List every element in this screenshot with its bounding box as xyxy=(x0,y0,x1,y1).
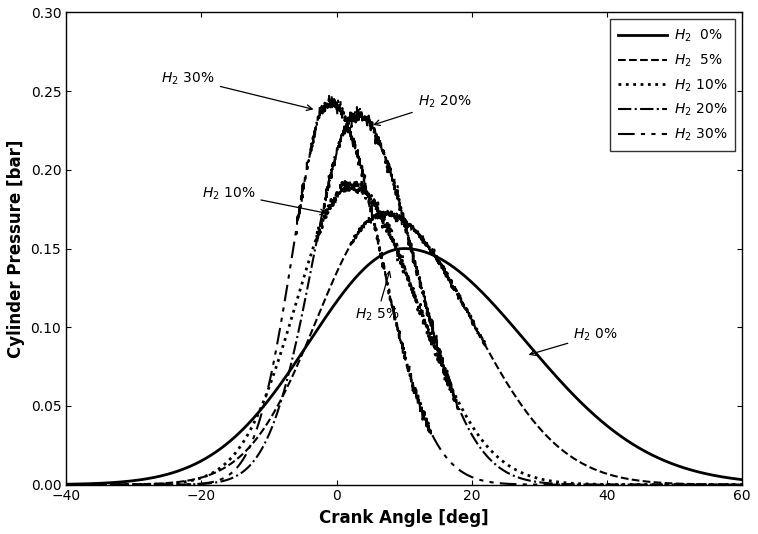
Text: $H_2$ 30%: $H_2$ 30% xyxy=(161,70,312,111)
Line: $H_2$ 10%: $H_2$ 10% xyxy=(66,180,742,485)
$H_2$  5% xyxy=(61,482,70,488)
Line: $H_2$ 30%: $H_2$ 30% xyxy=(66,93,742,485)
Legend: $H_2$  0%, $H_2$  5%, $H_2$ 10%, $H_2$ 20%, $H_2$ 30%: $H_2$ 0%, $H_2$ 5%, $H_2$ 10%, $H_2$ 20%… xyxy=(609,19,735,151)
$H_2$  5% xyxy=(350,234,359,241)
$H_2$ 20% xyxy=(738,482,747,488)
$H_2$ 20% xyxy=(321,195,330,202)
$H_2$  0% xyxy=(350,276,359,282)
$H_2$ 30% xyxy=(321,98,330,105)
$H_2$ 30% xyxy=(139,482,148,488)
$H_2$ 20% xyxy=(350,115,359,122)
Text: $H_2$ 10%: $H_2$ 10% xyxy=(202,185,326,215)
$H_2$ 30% xyxy=(324,90,334,97)
$H_2$ 20% xyxy=(352,104,362,110)
$H_2$ 30% xyxy=(652,482,661,488)
$H_2$  5% xyxy=(321,295,330,302)
$H_2$ 10% xyxy=(139,481,148,488)
$H_2$ 30% xyxy=(61,482,70,488)
$H_2$  0% xyxy=(399,245,409,252)
Line: $H_2$ 20%: $H_2$ 20% xyxy=(66,107,742,485)
$H_2$  5% xyxy=(652,479,661,485)
$H_2$ 10% xyxy=(725,482,734,488)
$H_2$  5% xyxy=(725,481,734,488)
$H_2$  5% xyxy=(179,478,188,484)
$H_2$  0% xyxy=(61,481,70,488)
$H_2$ 20% xyxy=(725,482,734,488)
$H_2$ 10% xyxy=(321,215,330,221)
$H_2$ 10% xyxy=(652,482,661,488)
$H_2$ 30% xyxy=(179,481,188,488)
$H_2$  5% xyxy=(376,207,385,213)
$H_2$ 10% xyxy=(738,482,747,488)
$H_2$  0% xyxy=(321,315,330,321)
Text: $H_2$ 0%: $H_2$ 0% xyxy=(530,327,618,356)
$H_2$  0% xyxy=(652,454,661,460)
$H_2$ 30% xyxy=(725,482,734,488)
$H_2$ 10% xyxy=(179,479,188,485)
$H_2$ 20% xyxy=(139,482,148,488)
$H_2$ 20% xyxy=(179,481,188,488)
$H_2$ 30% xyxy=(350,138,359,145)
$H_2$ 30% xyxy=(738,482,747,488)
Text: $H_2$ 20%: $H_2$ 20% xyxy=(374,94,471,125)
$H_2$ 20% xyxy=(652,482,661,488)
X-axis label: Crank Angle [deg]: Crank Angle [deg] xyxy=(319,509,489,527)
Text: $H_2$ 5%: $H_2$ 5% xyxy=(355,271,399,323)
Line: $H_2$  5%: $H_2$ 5% xyxy=(66,210,742,485)
$H_2$  0% xyxy=(179,466,188,472)
$H_2$  5% xyxy=(139,481,148,488)
$H_2$ 20% xyxy=(61,482,70,488)
Y-axis label: Cylinder Pressure [bar]: Cylinder Pressure [bar] xyxy=(7,139,25,358)
$H_2$  0% xyxy=(725,475,734,481)
$H_2$  0% xyxy=(139,476,148,483)
$H_2$ 10% xyxy=(61,482,70,488)
$H_2$ 10% xyxy=(357,177,366,183)
$H_2$ 10% xyxy=(350,182,359,188)
Line: $H_2$  0%: $H_2$ 0% xyxy=(66,248,742,484)
$H_2$  5% xyxy=(738,481,747,488)
$H_2$  0% xyxy=(738,476,747,483)
